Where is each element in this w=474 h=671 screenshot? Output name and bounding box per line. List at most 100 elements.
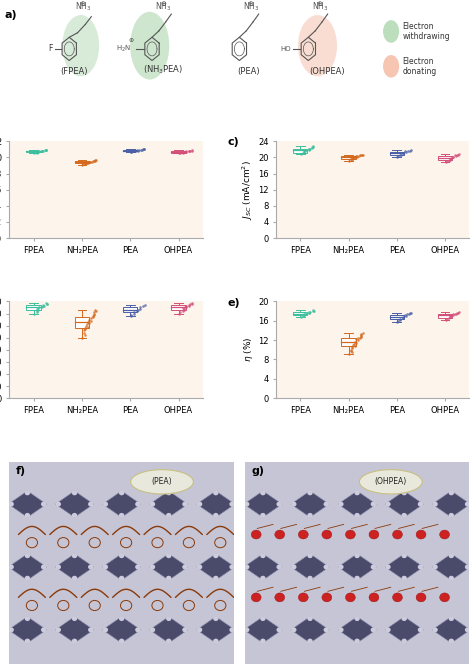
Point [309,304,317,315]
Point [449,309,456,320]
Circle shape [275,593,285,602]
Point [300,148,307,159]
Circle shape [251,530,261,539]
Point [396,313,404,324]
Text: f): f) [16,466,27,476]
Point [176,307,184,317]
Polygon shape [55,617,93,643]
Circle shape [25,491,30,495]
Point [351,341,358,352]
Circle shape [150,564,155,570]
Point [442,315,449,325]
Point [348,342,356,353]
Point [301,147,308,158]
Point [310,306,317,317]
Point [347,344,355,355]
Bar [293,311,308,315]
Text: (OHPEA): (OHPEA) [374,477,407,486]
Point [354,335,361,346]
Point [399,148,407,159]
Point [452,309,459,319]
Circle shape [25,513,30,518]
Point [347,154,355,164]
Circle shape [371,502,376,507]
Point [300,309,308,320]
Circle shape [166,576,172,580]
Point [137,144,145,155]
Point [348,343,356,354]
Point [129,146,137,157]
Point [34,146,41,157]
Circle shape [307,513,313,518]
Circle shape [55,627,61,632]
Circle shape [72,513,77,518]
Point [84,158,92,168]
Point [87,315,94,326]
Point [33,146,41,157]
Circle shape [298,593,308,602]
Point [181,302,188,313]
Point [351,336,359,347]
Point [402,146,410,157]
Point [453,150,460,160]
Point [406,308,414,319]
Point [43,297,50,308]
Point [305,307,313,318]
Point [446,313,453,323]
Point [406,308,413,319]
Point [447,311,455,322]
Point [43,144,50,155]
Polygon shape [385,617,423,643]
Circle shape [465,502,470,507]
Point [360,149,367,160]
Point [182,301,190,311]
Circle shape [291,502,297,507]
Circle shape [276,627,282,632]
Point [357,330,365,341]
Point [305,308,313,319]
Point [85,156,93,167]
Point [180,147,187,158]
Point [140,144,148,154]
Point [92,306,100,317]
Point [130,307,138,317]
Circle shape [322,530,332,539]
Point [139,144,146,155]
Point [186,146,194,156]
Point [309,141,317,152]
Point [181,147,188,158]
Circle shape [324,564,329,570]
Point [345,348,353,359]
Circle shape [448,491,454,495]
Point [307,307,314,317]
Point [443,156,450,167]
Circle shape [55,564,61,570]
Point [90,308,97,319]
Point [455,149,462,160]
Point [397,149,404,160]
Circle shape [401,616,407,621]
Circle shape [119,616,124,621]
Point [130,308,138,319]
Point [43,299,51,309]
Text: a): a) [5,10,18,20]
Point [357,329,365,340]
Point [354,151,361,162]
Point [134,305,141,315]
Point [40,301,48,311]
Point [133,145,141,156]
Circle shape [213,576,219,580]
Text: e): e) [228,297,240,307]
Polygon shape [291,491,329,517]
Point [397,150,404,161]
Circle shape [150,502,155,507]
Circle shape [55,502,61,507]
Point [33,147,41,158]
Circle shape [291,627,297,632]
Circle shape [346,530,356,539]
Polygon shape [9,617,46,643]
Circle shape [448,576,454,580]
Circle shape [260,639,265,643]
Circle shape [213,513,219,518]
Point [182,146,190,157]
